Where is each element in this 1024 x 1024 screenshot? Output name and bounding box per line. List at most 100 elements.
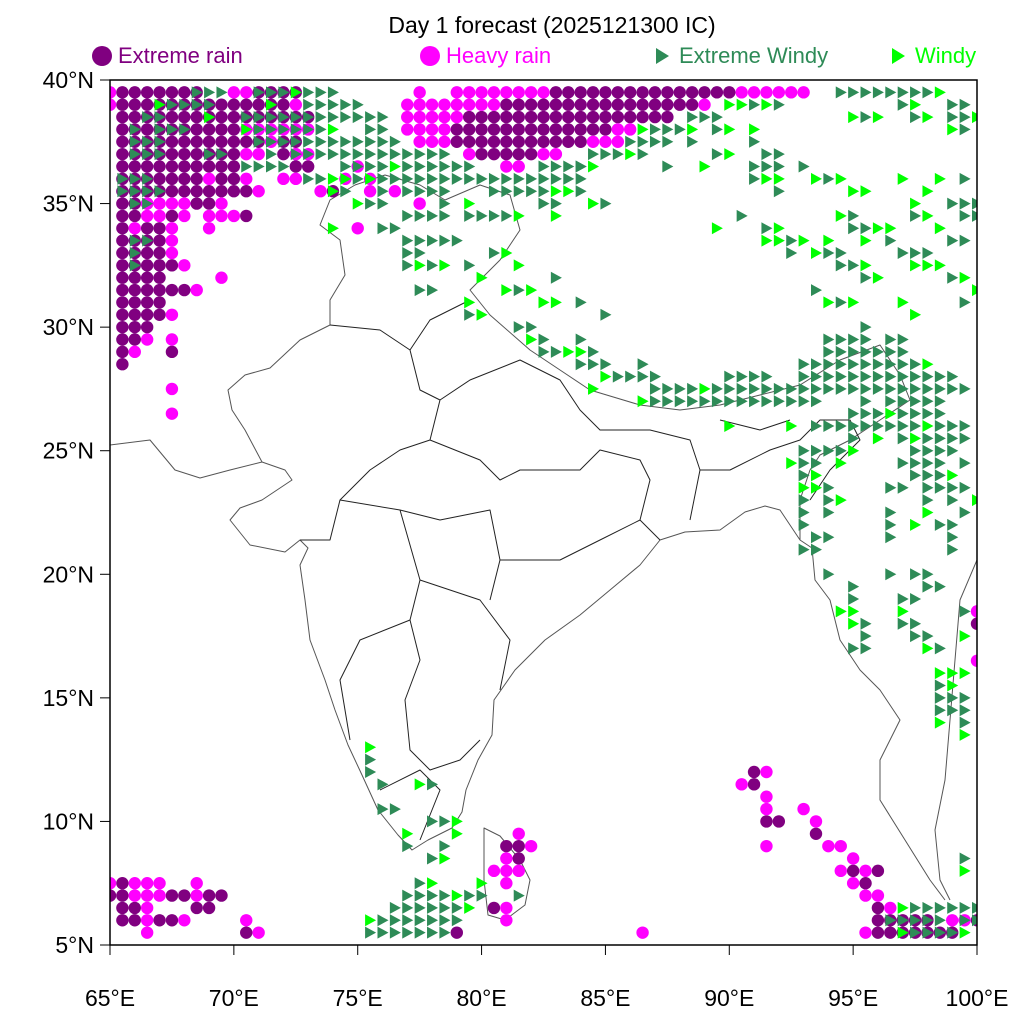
legend-label: Heavy rain: [446, 43, 552, 68]
extreme-windy-marker: [117, 172, 129, 185]
extreme-windy-marker: [959, 382, 971, 395]
extreme-windy-marker: [575, 296, 587, 309]
extreme-windy-marker: [365, 148, 377, 161]
extreme-rain-marker: [227, 147, 241, 161]
heavy-rain-marker: [475, 86, 488, 99]
extreme-windy-marker: [947, 926, 959, 939]
extreme-windy-marker: [129, 172, 141, 185]
extreme-windy-marker: [860, 358, 872, 371]
heavy-rain-marker: [165, 222, 179, 235]
extreme-windy-marker: [427, 209, 439, 222]
extreme-windy-marker: [947, 370, 959, 383]
extreme-windy-marker: [377, 197, 389, 210]
heavy-rain-marker: [760, 86, 773, 99]
extreme-rain-marker: [240, 185, 253, 198]
extreme-rain-marker: [153, 222, 166, 235]
x-tick-label: 65°E: [85, 985, 135, 1011]
heavy-rain-marker: [524, 86, 538, 99]
extreme-windy-marker: [959, 852, 971, 865]
windy-marker: [848, 605, 860, 618]
windy-marker: [266, 98, 278, 111]
extreme-windy-marker: [835, 296, 847, 309]
x-tick-label: 75°E: [333, 985, 383, 1011]
extreme-rain-marker: [475, 135, 488, 148]
heavy-rain-marker: [760, 839, 773, 853]
heavy-rain-marker: [413, 98, 426, 111]
extreme-windy-marker: [711, 148, 723, 161]
extreme-windy-marker: [365, 926, 377, 939]
state-borders: [300, 299, 861, 841]
extreme-windy-marker: [142, 185, 154, 198]
extreme-windy-marker: [885, 420, 897, 432]
extreme-windy-marker: [365, 111, 377, 124]
extreme-windy-marker: [414, 172, 426, 185]
heavy-rain-marker: [314, 185, 327, 198]
heavy-rain-marker: [859, 926, 872, 939]
extreme-windy-marker: [538, 160, 550, 173]
extreme-rain-marker: [549, 135, 563, 148]
extreme-windy-marker: [365, 135, 377, 148]
extreme-windy-marker: [848, 345, 860, 358]
extreme-windy-marker: [129, 185, 141, 198]
extreme-rain-marker: [165, 172, 179, 186]
windy-marker: [550, 296, 562, 309]
heavy-rain-marker: [388, 185, 402, 198]
extreme-windy-marker: [823, 568, 835, 581]
legend-label: Extreme rain: [118, 43, 243, 68]
y-tick-label: 20°N: [43, 561, 94, 587]
extreme-windy-marker: [959, 691, 971, 704]
extreme-windy-marker: [848, 222, 860, 235]
windy-marker: [910, 518, 922, 531]
extreme-windy-marker: [649, 395, 661, 408]
extreme-windy-marker: [761, 222, 773, 235]
extreme-windy-marker: [798, 494, 810, 507]
extreme-windy-marker: [860, 222, 872, 235]
extreme-windy-marker: [142, 148, 154, 161]
extreme-rain-marker: [116, 283, 129, 297]
extreme-rain-marker: [227, 123, 241, 136]
extreme-rain-marker: [512, 123, 525, 136]
extreme-windy-marker: [352, 172, 364, 185]
extreme-rain-marker: [128, 308, 141, 321]
extreme-windy-marker: [315, 123, 327, 136]
heavy-rain-marker: [846, 877, 860, 890]
extreme-windy-marker: [810, 395, 822, 408]
extreme-windy-marker: [253, 111, 265, 124]
extreme-windy-marker: [154, 111, 166, 124]
extreme-windy-marker: [835, 382, 847, 395]
extreme-rain-marker: [636, 110, 649, 124]
heavy-rain-marker: [500, 914, 513, 927]
extreme-windy-marker: [402, 247, 414, 259]
extreme-windy-marker: [389, 172, 401, 185]
extreme-windy-marker: [972, 209, 977, 222]
extreme-rain-marker: [462, 110, 476, 124]
extreme-rain-marker: [524, 123, 538, 136]
extreme-windy-marker: [947, 271, 959, 284]
heavy-rain-marker: [425, 98, 439, 111]
extreme-rain-marker: [116, 889, 129, 902]
extreme-windy-marker: [303, 172, 315, 185]
extreme-windy-marker: [922, 580, 934, 593]
x-tick-label: 85°E: [580, 985, 630, 1011]
extreme-windy-marker: [402, 914, 414, 927]
extreme-windy-marker: [365, 123, 377, 136]
extreme-windy-marker: [934, 914, 946, 927]
extreme-windy-marker: [538, 185, 550, 198]
extreme-windy-marker: [910, 914, 922, 927]
windy-marker: [588, 197, 600, 210]
extreme-windy-marker: [823, 345, 835, 358]
extreme-rain-marker: [190, 135, 203, 148]
extreme-rain-marker: [116, 135, 129, 148]
extreme-rain-marker: [190, 901, 203, 915]
extreme-windy-marker: [860, 86, 872, 99]
extreme-windy-marker: [934, 580, 946, 593]
extreme-windy-marker: [897, 86, 909, 99]
extreme-rain-marker: [153, 172, 166, 186]
extreme-windy-marker: [897, 358, 909, 371]
extreme-rain-marker: [140, 308, 154, 321]
extreme-windy-marker: [662, 160, 674, 173]
extreme-rain-marker: [562, 123, 575, 136]
windy-marker: [526, 333, 538, 346]
extreme-windy-marker: [464, 259, 476, 272]
heavy-rain-marker: [500, 864, 513, 878]
